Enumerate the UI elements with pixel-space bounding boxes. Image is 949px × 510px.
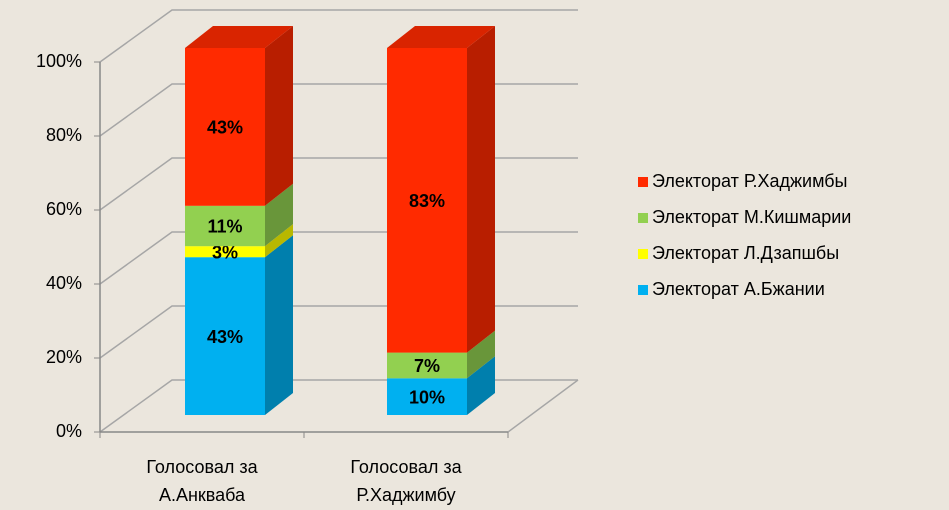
bar-segment xyxy=(387,26,495,353)
bar-segment xyxy=(387,330,495,379)
data-label: 10% xyxy=(409,387,445,407)
bar-front xyxy=(387,48,467,353)
bar-side xyxy=(265,26,293,206)
y-tick-label: 80% xyxy=(46,125,82,145)
bar-front xyxy=(185,246,265,258)
legend-swatch xyxy=(638,249,648,259)
y-tick-label: 0% xyxy=(56,421,82,441)
data-label: 43% xyxy=(207,327,243,347)
legend-label: Электорат Л.Дзапшбы xyxy=(652,243,839,263)
legend-label: Электорат Р.Хаджимбы xyxy=(652,171,848,191)
y-tick-label: 60% xyxy=(46,199,82,219)
grid-line xyxy=(99,157,578,211)
y-tick-label: 40% xyxy=(46,273,82,293)
legend-label: Электорат А.Бжании xyxy=(652,279,825,299)
bar-front xyxy=(387,378,467,415)
legend-swatch xyxy=(638,213,648,223)
data-label: 43% xyxy=(207,118,243,138)
bar-front xyxy=(185,48,265,206)
grid-line xyxy=(99,231,578,285)
bar-front xyxy=(185,205,265,247)
legend-label: Электорат М.Кишмарии xyxy=(652,207,851,227)
bar-side xyxy=(265,183,293,247)
bar-segment xyxy=(185,26,293,206)
grid-line xyxy=(99,9,578,63)
grid-line xyxy=(99,379,578,433)
data-label: 7% xyxy=(414,356,440,376)
bar-side xyxy=(265,235,293,415)
data-label: 83% xyxy=(409,191,445,211)
floor-right xyxy=(507,379,579,433)
bar-side xyxy=(467,26,495,353)
bar-front xyxy=(185,257,265,415)
bar-top xyxy=(387,26,495,48)
legend-swatch xyxy=(638,177,648,187)
bar-side xyxy=(467,356,495,415)
legend-swatch xyxy=(638,285,648,295)
bar-side xyxy=(265,224,293,258)
data-label: 11% xyxy=(207,217,242,237)
x-tick-label: Голосовал за Р.Хаджимбу xyxy=(350,457,462,505)
bar-top xyxy=(185,26,293,48)
x-tick-label: Голосовал за А.Анкваба xyxy=(146,457,258,505)
bar-segment xyxy=(387,356,495,415)
bar-segment xyxy=(185,235,293,415)
grid-line xyxy=(99,305,578,359)
grid-line xyxy=(99,83,578,137)
y-tick-label: 100% xyxy=(36,51,82,71)
bar-front xyxy=(387,352,467,379)
y-tick-label: 20% xyxy=(46,347,82,367)
data-label: 3% xyxy=(212,242,238,262)
bar-side xyxy=(467,330,495,379)
bar-segment xyxy=(185,224,293,258)
bar-segment xyxy=(185,183,293,247)
